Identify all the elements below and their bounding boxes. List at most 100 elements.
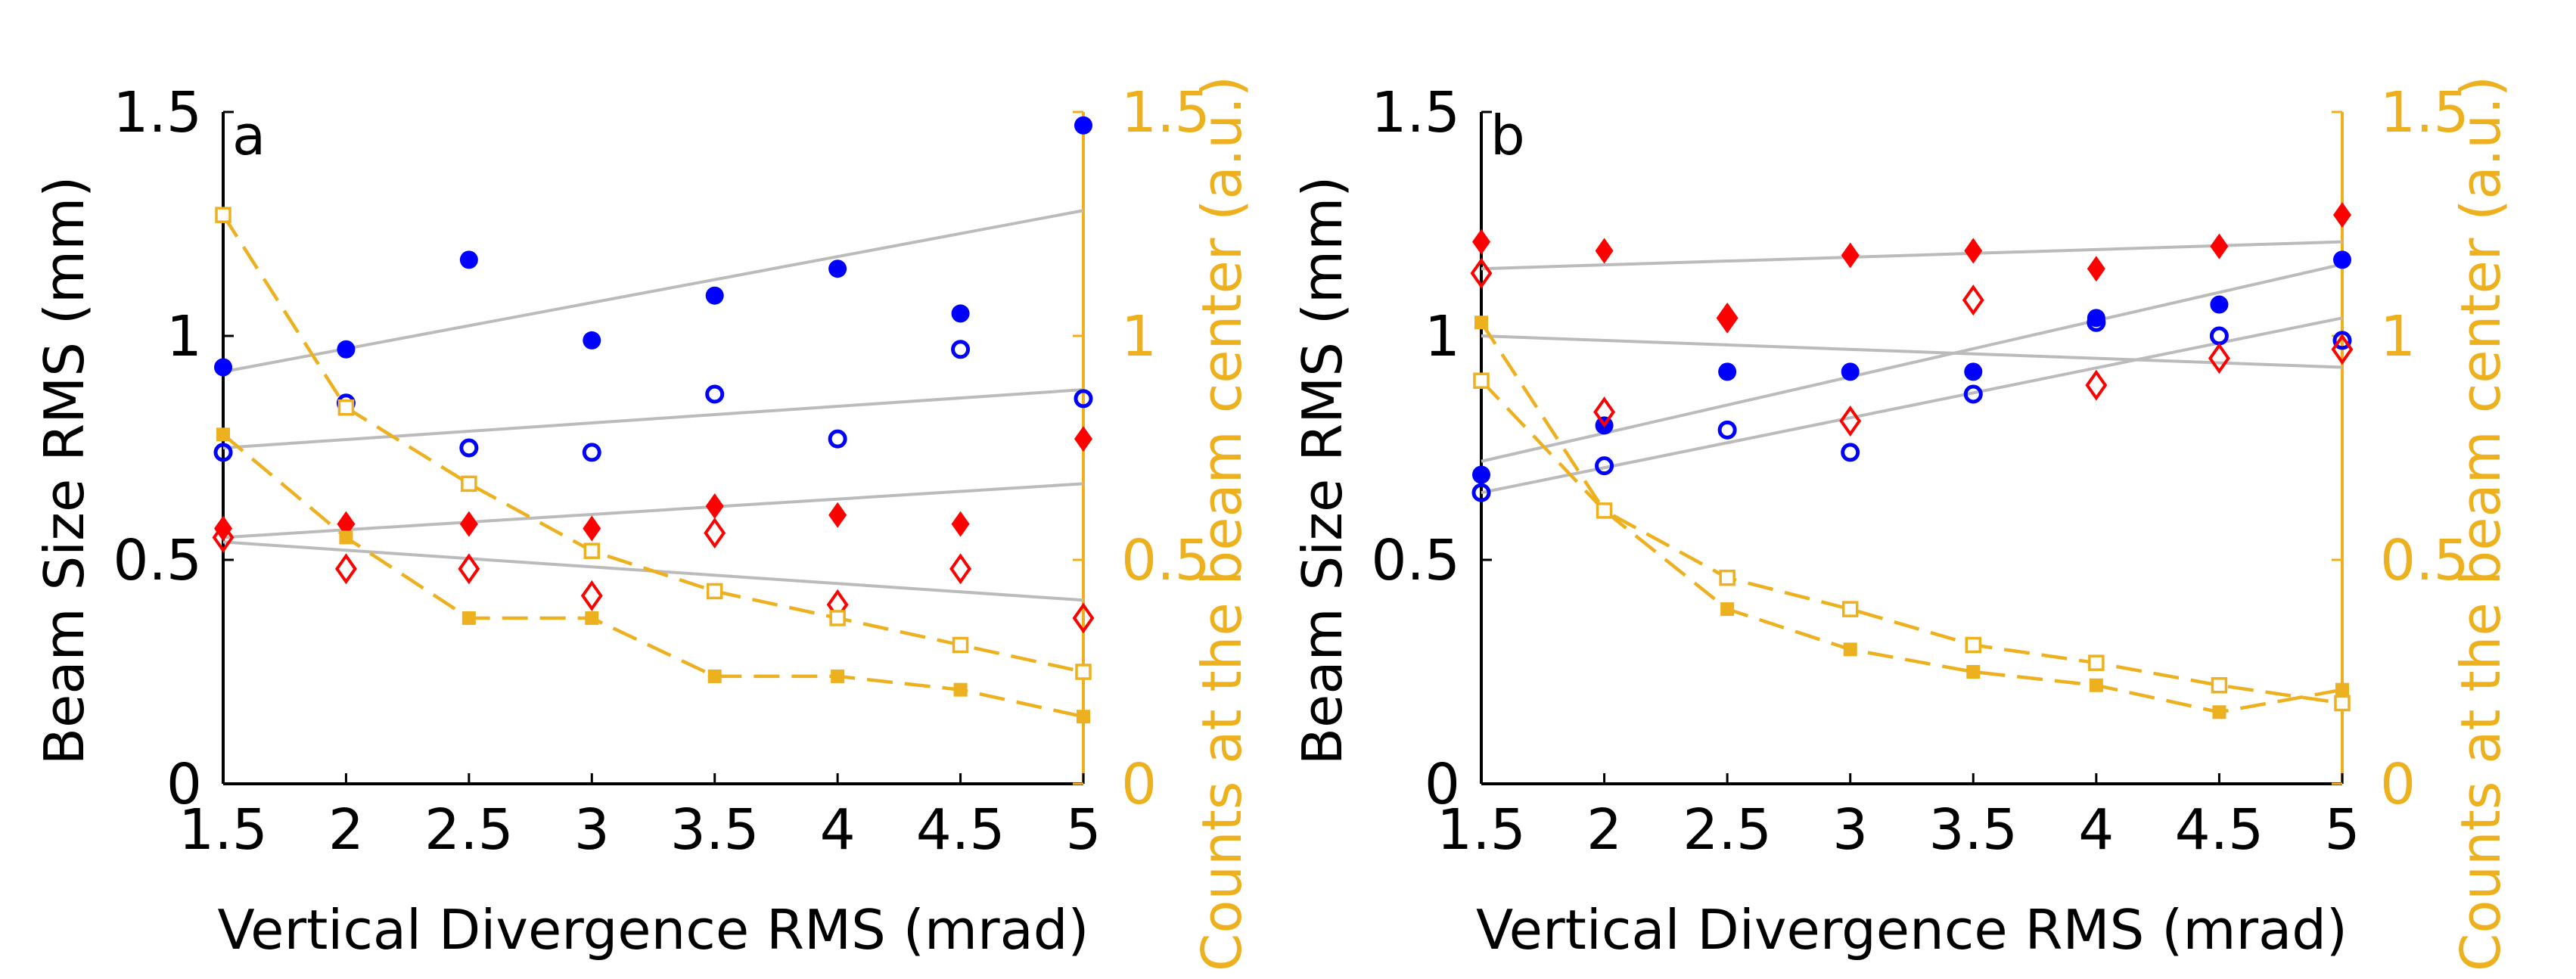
data-point-square	[1474, 315, 1488, 330]
data-point-circle	[2087, 309, 2105, 328]
left-y-tick-label: 1	[1425, 304, 1460, 369]
data-point-circle	[1841, 362, 1860, 381]
data-point-circle	[582, 443, 601, 462]
data-point-circle	[1472, 465, 1490, 484]
left-y-tick-label: 0	[1425, 752, 1460, 817]
data-point-diamond	[2333, 202, 2351, 228]
left-y-tick-label: 1.5	[113, 80, 202, 145]
data-point-square	[2211, 677, 2228, 694]
data-point-square	[1077, 710, 1090, 724]
data-point-diamond	[459, 511, 478, 537]
series-red-open-diamonds	[212, 517, 1095, 634]
fit-line	[1481, 263, 2343, 463]
data-point-square	[953, 682, 968, 697]
x-tick-label: 3.5	[1928, 797, 2018, 862]
x-axis-label: Vertical Divergence RMS (mrad)	[1476, 898, 2348, 962]
data-point-square	[829, 610, 846, 626]
data-point-square	[1966, 665, 1981, 679]
data-point-diamond	[704, 517, 726, 549]
data-point-square	[1075, 664, 1092, 680]
series-dashed-line	[222, 213, 1084, 674]
data-point-diamond	[1072, 602, 1095, 634]
data-point-square	[215, 207, 231, 223]
data-point-square	[337, 399, 355, 416]
data-point-circle	[214, 358, 232, 377]
series-red-open-diamonds	[1470, 257, 2354, 437]
data-point-circle	[951, 340, 971, 359]
data-point-square	[952, 636, 969, 654]
data-point-circle	[2210, 295, 2229, 314]
data-point-diamond	[1595, 238, 1614, 264]
series-red-filled-diamonds	[1472, 202, 2351, 331]
x-tick-label: 4	[820, 797, 856, 862]
data-point-circle	[1841, 443, 1860, 462]
data-point-square	[2088, 654, 2105, 671]
x-tick-label: 2.5	[1683, 797, 1772, 862]
panel-b: 1.5 2 2.5 3 3.5 4 4.5 500.511.500.511.5Vertical…	[1291, 76, 2512, 971]
data-point-diamond	[2210, 233, 2229, 260]
data-point-circle	[951, 304, 970, 323]
data-point-square	[1719, 569, 1735, 586]
data-point-circle	[2087, 312, 2106, 332]
data-point-circle	[705, 384, 725, 404]
data-point-square	[1720, 602, 1735, 617]
data-point-circle	[2332, 331, 2352, 350]
data-point-diamond	[1964, 238, 1983, 264]
data-point-square	[583, 542, 601, 559]
data-point-diamond	[1841, 242, 1860, 269]
data-point-circle	[1718, 362, 1737, 381]
data-point-diamond	[705, 493, 724, 519]
right-y-tick-label: 1.5	[2380, 80, 2469, 145]
x-tick-label: 5	[1065, 797, 1101, 862]
data-point-circle	[459, 438, 479, 458]
data-point-diamond	[2087, 256, 2105, 282]
data-point-square	[2335, 682, 2349, 697]
right-y-tick-label: 0	[2380, 752, 2416, 817]
right-y-tick-label: 1	[1121, 304, 1157, 369]
data-point-diamond	[1593, 396, 1616, 428]
data-point-circle	[1963, 384, 1983, 404]
fit-line	[222, 482, 1084, 539]
data-point-diamond	[1839, 406, 1862, 437]
panel-label: b	[1490, 104, 1525, 167]
series-blue-open-circles	[1471, 312, 2352, 502]
data-point-diamond	[1716, 302, 1739, 334]
data-point-square	[1965, 636, 1982, 654]
data-point-diamond	[1470, 257, 1493, 289]
data-point-diamond	[580, 580, 603, 611]
data-point-diamond	[212, 521, 235, 553]
data-point-circle	[459, 250, 478, 269]
right-y-tick-label: 0	[1121, 752, 1157, 817]
series-dashed-line	[1480, 322, 2343, 714]
fit-line	[222, 388, 1084, 449]
data-point-square	[2334, 695, 2351, 712]
left-y-axis-label: Beam Size RMS (mm)	[33, 176, 96, 766]
series-yellow-filled-squares	[216, 427, 1090, 724]
data-point-diamond	[951, 511, 970, 537]
left-y-tick-label: 0.5	[113, 528, 202, 593]
right-y-axis-label: Counts at the beam center (a.u.)	[2449, 76, 2512, 971]
data-point-square	[1843, 642, 1857, 657]
data-point-circle	[1074, 116, 1092, 135]
data-point-circle	[705, 286, 724, 305]
right-y-axis-label: Counts at the beam center (a.u.)	[1190, 76, 1254, 971]
x-tick-label: 1.5	[179, 797, 268, 862]
data-point-square	[1596, 502, 1613, 519]
left-y-tick-label: 1	[166, 304, 202, 369]
data-point-square	[706, 583, 723, 600]
panel-label: a	[232, 104, 266, 167]
x-tick-label: 2	[1586, 797, 1622, 862]
right-y-tick-label: 0.5	[1121, 528, 1210, 593]
data-point-diamond	[1472, 228, 1490, 255]
series-yellow-open-squares	[1473, 372, 2351, 712]
right-y-tick-label: 1.5	[1121, 80, 1210, 145]
series-yellow-open-squares	[215, 207, 1092, 680]
series-dashed-line	[1480, 379, 2343, 705]
x-tick-label: 4.5	[916, 797, 1005, 862]
x-tick-label: 5	[2324, 797, 2360, 862]
fit-line	[222, 209, 1084, 374]
data-point-circle	[213, 443, 233, 462]
left-y-tick-label: 0	[166, 752, 202, 817]
data-point-circle	[337, 340, 356, 359]
